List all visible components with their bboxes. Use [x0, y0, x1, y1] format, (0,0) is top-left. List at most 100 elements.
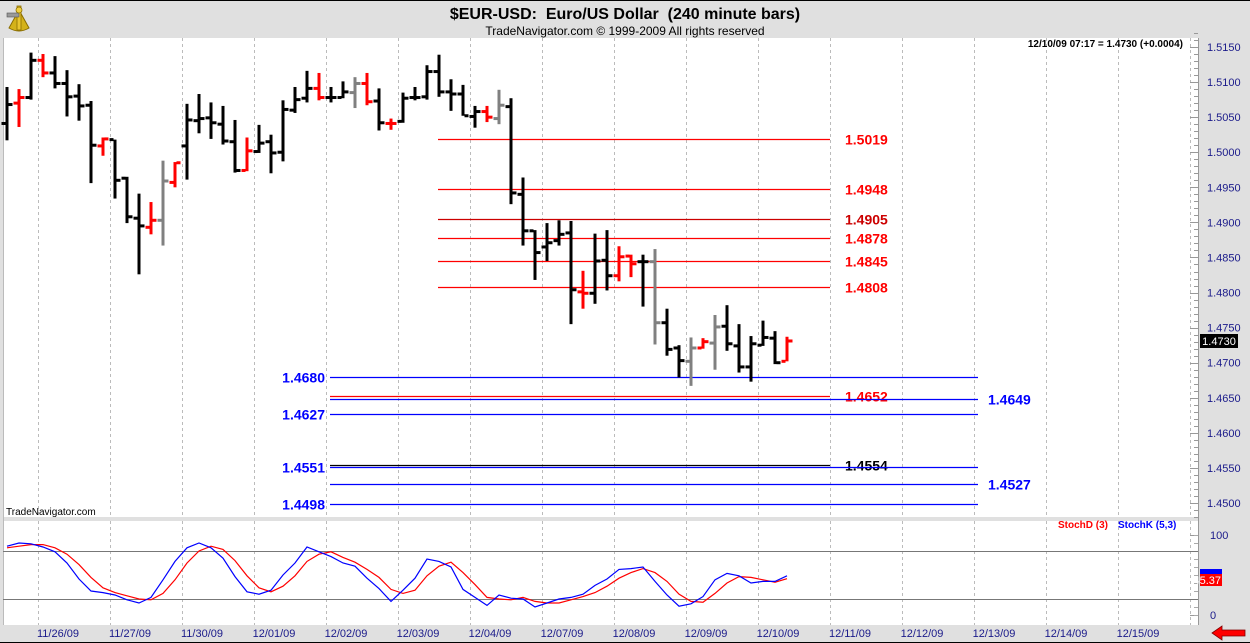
ohlc-bar [433, 54, 445, 97]
ohlc-bar [673, 345, 685, 378]
bar-open-tick [265, 140, 270, 144]
ohlc-bar [481, 105, 493, 123]
bar-range [413, 86, 417, 101]
bar-close-tick [200, 117, 205, 121]
ohlc-bar [769, 331, 781, 365]
bar-range [749, 336, 753, 382]
bar-close-tick [632, 262, 637, 266]
level-label: 1.5019 [845, 132, 888, 148]
bar-range [281, 100, 285, 162]
bar-range [521, 177, 525, 246]
current-price-badge: 1.4730 [1200, 334, 1238, 348]
bar-open-tick [1, 121, 6, 125]
bar-close-tick [788, 339, 793, 343]
bar-close-tick [44, 71, 49, 75]
price-bars [1, 52, 793, 386]
bar-range [629, 254, 633, 278]
price-tick-label: 1.4650 [1207, 393, 1241, 405]
price-tick-label: 1.4600 [1207, 428, 1241, 440]
ohlc-bar [733, 324, 745, 373]
price-tick-label: 1.4500 [1207, 498, 1241, 510]
ohlc-bar [193, 94, 205, 134]
bar-range [233, 119, 237, 173]
bar-close-tick [80, 104, 85, 108]
ohlc-bar [85, 101, 97, 184]
bar-close-tick [368, 100, 373, 104]
bar-range [89, 101, 93, 184]
bar-range [509, 98, 513, 205]
date-tick-label: 12/03/09 [397, 628, 440, 640]
stochastic-lines [6, 542, 788, 608]
ohlc-bar [73, 84, 85, 121]
bar-range [461, 84, 465, 116]
bar-range [545, 223, 549, 261]
level-label: 1.4808 [845, 280, 888, 296]
stochk-line [6, 542, 788, 608]
bar-open-tick [457, 92, 462, 96]
bar-open-tick [37, 58, 42, 62]
price-tick-label: 1.4550 [1207, 463, 1241, 475]
bar-range [29, 52, 33, 100]
bar-close-tick [68, 95, 73, 99]
date-tick-label: 12/10/09 [757, 628, 800, 640]
ohlc-bar [505, 98, 517, 205]
date-tick-label: 12/04/09 [469, 628, 512, 640]
bar-open-tick [661, 321, 666, 325]
bar-close-tick [104, 137, 109, 141]
ohlc-bar [553, 220, 565, 246]
bar-open-tick [133, 216, 138, 220]
price-tick-label: 1.4750 [1207, 323, 1241, 335]
bar-range [389, 118, 393, 130]
price-tick-label: 1.4850 [1207, 252, 1241, 264]
bar-open-tick [601, 258, 606, 262]
bar-range [557, 220, 561, 246]
ohlc-bar [649, 249, 661, 345]
bar-close-tick [392, 121, 397, 125]
ohlc-bar [157, 160, 169, 246]
ohlc-bar [745, 336, 757, 382]
bar-close-tick [476, 110, 481, 114]
bar-open-tick [409, 96, 414, 100]
ohlc-bar [145, 202, 157, 235]
ohlc-bar [541, 223, 553, 261]
bar-close-tick [656, 321, 661, 325]
price-tick-label: 1.4950 [1207, 182, 1241, 194]
sextant-logo-icon [6, 5, 30, 32]
ohlc-bar [265, 134, 277, 174]
bar-close-tick [464, 114, 469, 118]
ohlc-bar [781, 336, 793, 363]
bar-close-tick [572, 288, 577, 292]
bar-open-tick [757, 343, 762, 347]
bar-close-tick [320, 96, 325, 100]
ohlc-bar [625, 254, 637, 278]
bar-range [773, 331, 777, 365]
bar-close-tick [116, 178, 121, 182]
bar-range [101, 137, 105, 156]
bar-range [473, 105, 477, 128]
ohlc-bar [181, 103, 193, 180]
level-label: 1.4652 [845, 389, 888, 405]
date-tick-label: 11/30/09 [181, 628, 223, 640]
bar-open-tick [589, 291, 594, 295]
ohlc-bar [637, 254, 649, 307]
bar-open-tick [445, 90, 450, 94]
level-label: 1.4527 [988, 477, 1031, 493]
bar-range [53, 56, 57, 89]
ohlc-bar [601, 230, 613, 291]
copyright-text: TradeNavigator.com © 1999-2009 All right… [485, 24, 764, 38]
bar-open-tick [541, 245, 546, 249]
ohlc-bar [109, 138, 121, 199]
ohlc-bar [313, 72, 325, 101]
bar-close-tick [728, 342, 733, 346]
scroll-left-arrow-icon[interactable] [1211, 625, 1246, 641]
bar-open-tick [121, 176, 126, 180]
bar-open-tick [745, 365, 750, 369]
bar-range [701, 338, 705, 349]
bar-open-tick [613, 274, 618, 278]
bar-close-tick [404, 96, 409, 100]
ohlc-bar [373, 88, 385, 131]
bar-close-tick [776, 361, 781, 365]
bar-range [113, 139, 117, 199]
bar-close-tick [164, 179, 169, 183]
bar-open-tick [253, 150, 258, 154]
